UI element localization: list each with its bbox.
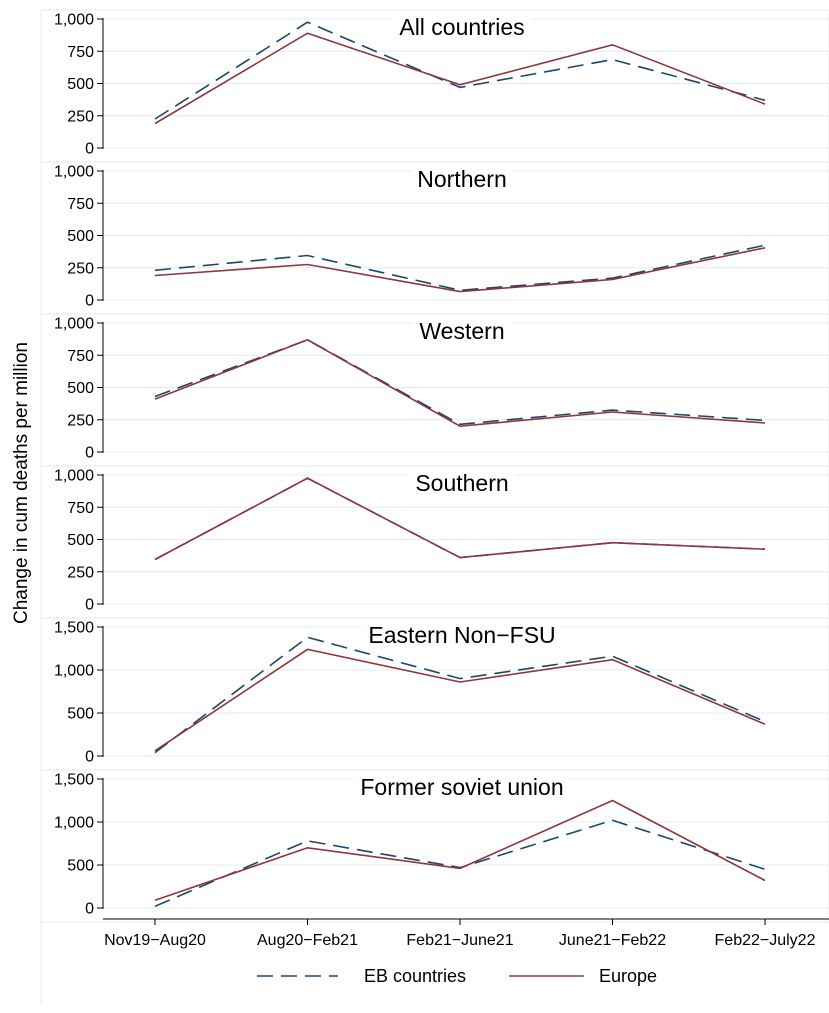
y-tick-label: 1,000: [54, 815, 94, 832]
y-tick-label: 1,500: [54, 620, 94, 637]
panel-title-background: [413, 317, 511, 345]
y-tick-label: 1,500: [54, 772, 94, 789]
panel: 0 500 1,000 1,500 Eastern Non−FSU: [40, 617, 829, 771]
y-tick-label: 500: [67, 858, 94, 875]
panel-title-background: [409, 469, 515, 497]
y-tick-label: 500: [67, 76, 94, 93]
series-line-eb-countries: [154, 636, 766, 754]
panel-title: All countries: [399, 14, 524, 40]
legend-label: Europe: [599, 966, 657, 986]
series-line-europe: [154, 338, 766, 428]
x-axis: Nov19−Aug20 Aug20−Feb21 Feb21−June21 June21…: [40, 918, 829, 1005]
y-tick-label: 750: [67, 348, 94, 365]
panel-title: Former soviet union: [360, 774, 563, 800]
y-axis-title: Change in cum deaths per million: [11, 342, 32, 624]
panel-title-background: [362, 621, 562, 649]
y-tick-label: 0: [85, 901, 94, 918]
y-tick-label: 250: [67, 108, 94, 125]
chart-panels: 0 250 500 750 1,000 All countries 0 250 500 750 1,…: [40, 9, 829, 923]
y-tick-label: 0: [85, 141, 94, 158]
panel-title-background: [354, 773, 570, 801]
panel-title-background: [393, 13, 531, 41]
y-tick-label: 250: [67, 412, 94, 429]
legend: EB countries Europe: [257, 966, 657, 986]
panel-title: Southern: [415, 470, 508, 496]
y-tick-label: 500: [67, 532, 94, 549]
series-line-eb-countries: [154, 338, 766, 426]
panel: 0 250 500 750 1,000 Southern: [40, 465, 829, 619]
y-tick-label: 1,000: [54, 12, 94, 29]
y-tick-label: 750: [67, 500, 94, 517]
series-line-europe: [154, 477, 766, 561]
series-line-europe: [154, 32, 766, 125]
panel: 0 250 500 750 1,000 All countries: [40, 9, 829, 163]
series-line-europe: [154, 799, 766, 902]
x-tick-label: June21−Feb22: [559, 932, 666, 949]
y-tick-label: 1,000: [54, 468, 94, 485]
y-tick-label: 0: [85, 749, 94, 766]
legend-label: EB countries: [364, 966, 466, 986]
panel: 0 250 500 750 1,000 Northern: [40, 161, 829, 315]
y-tick-label: 750: [67, 44, 94, 61]
y-tick-label: 1,000: [54, 164, 94, 181]
y-tick-label: 0: [85, 445, 94, 462]
x-tick-label: Nov19−Aug20: [104, 932, 206, 949]
panel-title-background: [411, 165, 513, 193]
x-tick-label: Feb21−June21: [406, 932, 513, 949]
y-tick-label: 750: [67, 196, 94, 213]
series-line-eb-countries: [154, 21, 766, 120]
y-tick-label: 1,000: [54, 316, 94, 333]
y-tick-label: 0: [85, 597, 94, 614]
panel: 0 250 500 750 1,000 Western: [40, 313, 829, 467]
y-tick-label: 250: [67, 564, 94, 581]
x-tick-label: Aug20−Feb21: [257, 932, 358, 949]
panel-title: Northern: [417, 166, 506, 192]
panel-title: Eastern Non−FSU: [368, 622, 555, 648]
y-tick-label: 500: [67, 380, 94, 397]
y-tick-label: 0: [85, 293, 94, 310]
x-tick-label: Feb22−July22: [715, 932, 816, 949]
y-tick-label: 1,000: [54, 663, 94, 680]
series-line-eb-countries: [154, 244, 766, 292]
y-tick-label: 250: [67, 260, 94, 277]
series-line-europe: [154, 247, 766, 293]
series-line-europe: [154, 648, 766, 752]
panel: 0 500 1,000 1,500 Former soviet union: [40, 769, 829, 923]
y-tick-label: 500: [67, 706, 94, 723]
y-tick-label: 500: [67, 228, 94, 245]
panel-title: Western: [419, 318, 504, 344]
